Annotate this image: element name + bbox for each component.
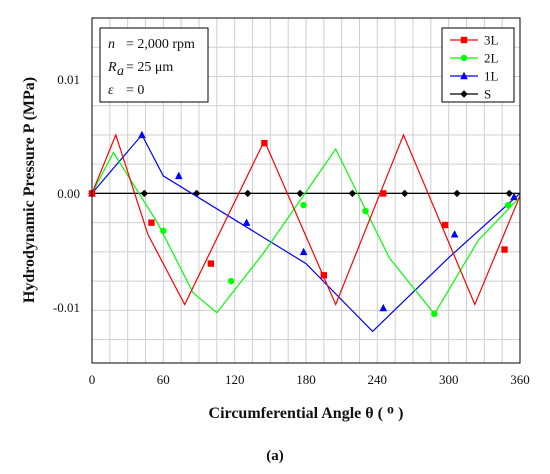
legend-marker-1L: [460, 71, 468, 80]
legend-marker-2L: [460, 54, 468, 62]
legend-label-3L: 3L: [484, 33, 499, 48]
eccentricity-value: = 0: [126, 83, 144, 98]
data-point-1L: [138, 130, 146, 139]
data-point-S: [296, 189, 304, 198]
roughness-value: = 25 μm: [126, 60, 173, 75]
data-point-S: [192, 189, 201, 198]
legend-label-2L: 2L: [484, 51, 499, 66]
condition-box-frame: [99, 27, 209, 103]
figure-caption: (a): [266, 448, 284, 464]
eccentricity-symbol: ε: [108, 83, 114, 98]
data-point-3L: [207, 260, 215, 267]
data-point-S: [453, 189, 461, 198]
x-tick-label: 120: [225, 372, 245, 387]
x-tick-label: 300: [439, 372, 459, 387]
data-point-3L: [261, 139, 268, 147]
legend-marker-S: [460, 90, 468, 98]
legend-label-1L: 1L: [484, 69, 499, 84]
x-tick-label: 180: [296, 372, 316, 387]
data-point-2L: [504, 201, 512, 209]
data-point-S: [505, 189, 513, 198]
legend: 3L 2L 1L S: [441, 27, 515, 103]
data-point-1L: [174, 171, 183, 180]
data-point-1L: [379, 303, 388, 312]
roughness-subscript: a: [117, 64, 124, 79]
data-point-S: [140, 189, 149, 198]
y-tick-label: -0.01: [53, 300, 80, 315]
data-point-3L: [501, 246, 508, 253]
legend-frame: [441, 27, 515, 103]
data-point-S: [244, 189, 252, 198]
y-tick-label: 0.01: [57, 72, 80, 87]
data-point-3L: [380, 190, 387, 197]
y-tick-label: 0.00: [57, 186, 80, 201]
data-point-1L: [299, 247, 308, 256]
data-point-2L: [431, 310, 438, 318]
roughness-symbol: R: [107, 60, 117, 75]
data-point-S: [348, 189, 357, 198]
data-point-3L: [320, 272, 328, 279]
series-line-2L: [91, 147, 521, 315]
data-point-2L: [227, 277, 235, 285]
plot-frame: [91, 17, 521, 364]
x-tick-labels: 0 60 120 180 240 300 360: [89, 372, 530, 387]
x-tick-label: 60: [157, 372, 170, 387]
y-tick-labels: 0.01 0.00 -0.01: [53, 72, 80, 315]
speed-value: = 2,000 rpm: [126, 37, 195, 52]
legend-label-S: S: [484, 87, 491, 102]
data-point-S: [400, 189, 409, 198]
data-point-3L: [441, 221, 449, 229]
speed-symbol: n: [108, 37, 115, 52]
condition-box: n = 2,000 rpm R a = 25 μm ε = 0: [99, 27, 209, 103]
data-point-1L: [510, 192, 518, 201]
x-tick-label: 360: [510, 372, 530, 387]
series-2L: [88, 147, 521, 318]
data-point-2L: [300, 201, 307, 209]
series-1L: [88, 130, 521, 333]
x-tick-label: 0: [89, 372, 96, 387]
data-point-3L: [148, 219, 155, 226]
legend-marker-3L: [460, 36, 468, 44]
data-point-1L: [450, 230, 459, 238]
y-axis-title: Hydrodynamic Pressure P (MPa): [21, 77, 38, 303]
data-point-2L: [362, 207, 369, 215]
x-axis-title: Circumferential Angle θ ( ᴼ ): [209, 405, 404, 422]
data-point-2L: [160, 227, 167, 235]
data-point-1L: [242, 218, 251, 226]
x-tick-label: 240: [368, 372, 388, 387]
